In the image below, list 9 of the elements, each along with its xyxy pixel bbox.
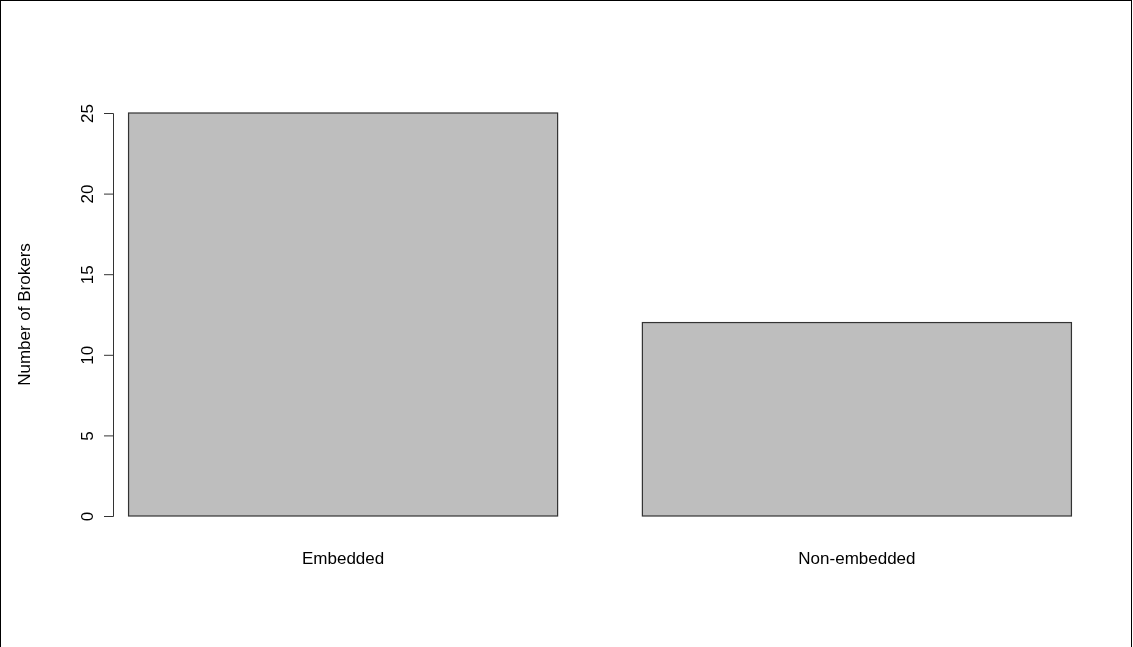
y-tick-label: 5 xyxy=(77,431,97,441)
x-tick-label: Embedded xyxy=(301,549,385,569)
y-tick-label: 0 xyxy=(77,511,97,522)
y-tick-label: 25 xyxy=(77,104,97,123)
y-axis-title: Number of Brokers xyxy=(15,243,34,386)
y-tick-label: 15 xyxy=(77,265,97,285)
y-tick-label: 10 xyxy=(77,345,97,365)
y-tick-label: 20 xyxy=(77,184,97,204)
x-tick-label: Non-embedded xyxy=(798,549,916,569)
